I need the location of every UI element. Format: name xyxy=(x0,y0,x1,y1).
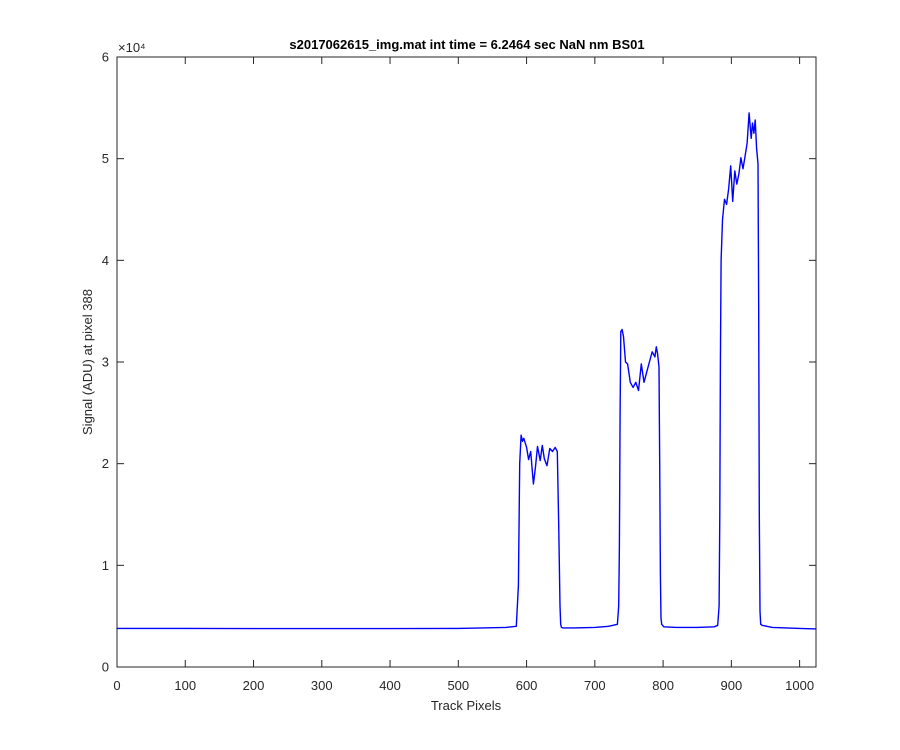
y-tick-label: 4 xyxy=(102,253,109,268)
series-line xyxy=(116,112,817,630)
x-tick-label: 600 xyxy=(516,678,538,693)
x-tick-label: 300 xyxy=(311,678,333,693)
axis-ticks: 0 100 200 300 400 500 600 700 800 900 1000 0 1 2 3 4 5 6 xyxy=(102,50,816,693)
y-tick-label: 5 xyxy=(102,151,109,166)
y-exponent-label: ×10⁴ xyxy=(118,40,146,55)
plot-area xyxy=(117,57,816,667)
y-tick-label: 6 xyxy=(102,50,109,65)
x-tick-label: 500 xyxy=(447,678,469,693)
x-axis-label: Track Pixels xyxy=(431,698,502,713)
y-tick-label: 2 xyxy=(102,456,109,471)
x-tick-label: 400 xyxy=(379,678,401,693)
y-tick-label: 3 xyxy=(102,355,109,370)
x-tick-label: 900 xyxy=(721,678,743,693)
x-tick-label: 100 xyxy=(174,678,196,693)
y-tick-label: 1 xyxy=(102,558,109,573)
x-tick-label: 700 xyxy=(584,678,606,693)
y-tick-label: 0 xyxy=(102,660,109,675)
x-tick-label: 0 xyxy=(113,678,120,693)
x-tick-label: 800 xyxy=(652,678,674,693)
chart-title: s2017062615_img.mat int time = 6.2464 se… xyxy=(289,37,644,52)
axes-box xyxy=(116,56,817,668)
x-tick-label: 200 xyxy=(243,678,265,693)
series-layer xyxy=(116,112,817,630)
y-axis-label: Signal (ADU) at pixel 388 xyxy=(80,289,95,435)
x-tick-label: 1000 xyxy=(785,678,814,693)
